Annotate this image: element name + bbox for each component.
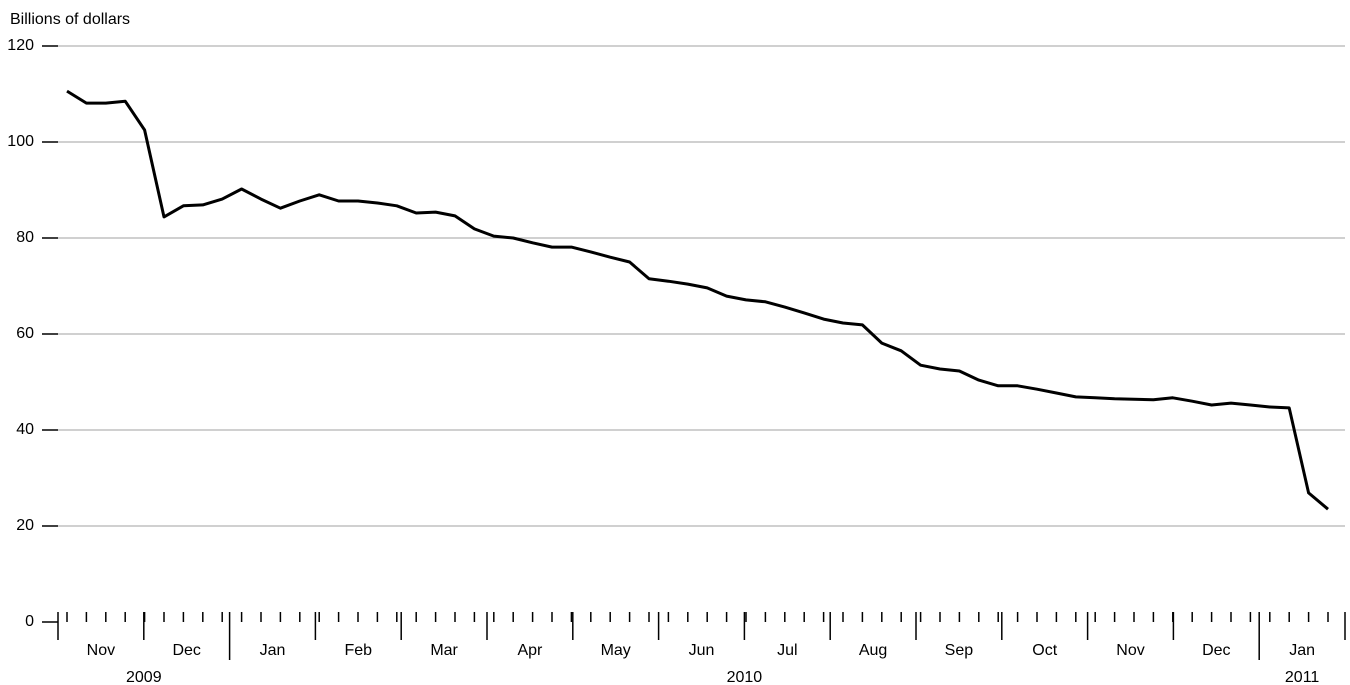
y-tick-label: 120 [7,37,34,54]
x-tick-label: Dec [1202,642,1230,659]
year-label: 2010 [727,669,763,685]
data-line [66,89,1329,511]
x-tick-label: Apr [517,642,543,659]
x-tick-label: Sep [945,642,974,659]
x-tick-label: Jan [1289,642,1315,659]
year-label: 2011 [1285,669,1320,685]
x-tick-label: Jun [689,642,715,659]
y-tick-label: 40 [16,421,34,438]
x-tick-label: Mar [430,642,458,659]
y-tick-label: 100 [7,133,34,150]
x-tick-label: Nov [1116,642,1144,659]
year-label: 2009 [126,669,162,685]
y-tick-label: 20 [16,517,34,534]
y-tick-label: 80 [16,229,34,246]
y-tick-label: 0 [25,613,34,630]
x-tick-label: Oct [1032,642,1057,659]
x-tick-label: May [601,642,631,659]
x-tick-label: Dec [172,642,200,659]
x-tick-label: Feb [345,642,373,659]
x-tick-label: Jan [260,642,286,659]
y-tick-label: 60 [16,325,34,342]
x-tick-label: Nov [87,642,115,659]
x-tick-label: Jul [777,642,797,659]
y-axis-label: Billions of dollars [10,11,130,28]
x-tick-label: Aug [859,642,887,659]
